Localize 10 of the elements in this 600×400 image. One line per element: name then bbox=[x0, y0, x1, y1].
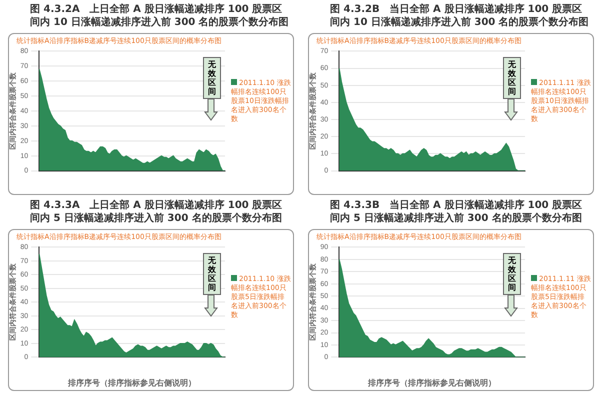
chart-title: 图 4.3.2A 上日全部 A 股日涨幅递减排序 100 股票区间内 10 日涨幅递减排序进入前 300 名的股票个数分布图 bbox=[30, 3, 290, 29]
x-axis-title: 排序序号（排序指标参见右侧说明） bbox=[67, 377, 196, 388]
annotation: 无效区间 bbox=[203, 57, 221, 100]
annotation: 无效区间 bbox=[203, 253, 221, 296]
x-axis-title: 排序序号（排序指标参见右侧说明） bbox=[367, 377, 496, 388]
annotation: 无效区间 bbox=[503, 57, 521, 100]
annotation: 无效区间 bbox=[503, 253, 521, 296]
chart-title: 图 4.3.2B 当日全部 A 股日涨幅递减排序 100 股票区间内 10 日涨幅递减排序进入前 300 名的股票个数分布图 bbox=[330, 3, 590, 29]
chart-title: 图 4.3.3A 上日全部 A 股日涨幅递减排序 100 股票区间内 5 日涨幅递减排序进入前 300 名的股票个数分布图 bbox=[30, 199, 284, 225]
chart-title: 图 4.3.3B 当日全部 A 股日涨幅递减排序 100 股票区间内 5 日涨幅递减排序进入前 300 名的股票个数分布图 bbox=[330, 199, 584, 225]
